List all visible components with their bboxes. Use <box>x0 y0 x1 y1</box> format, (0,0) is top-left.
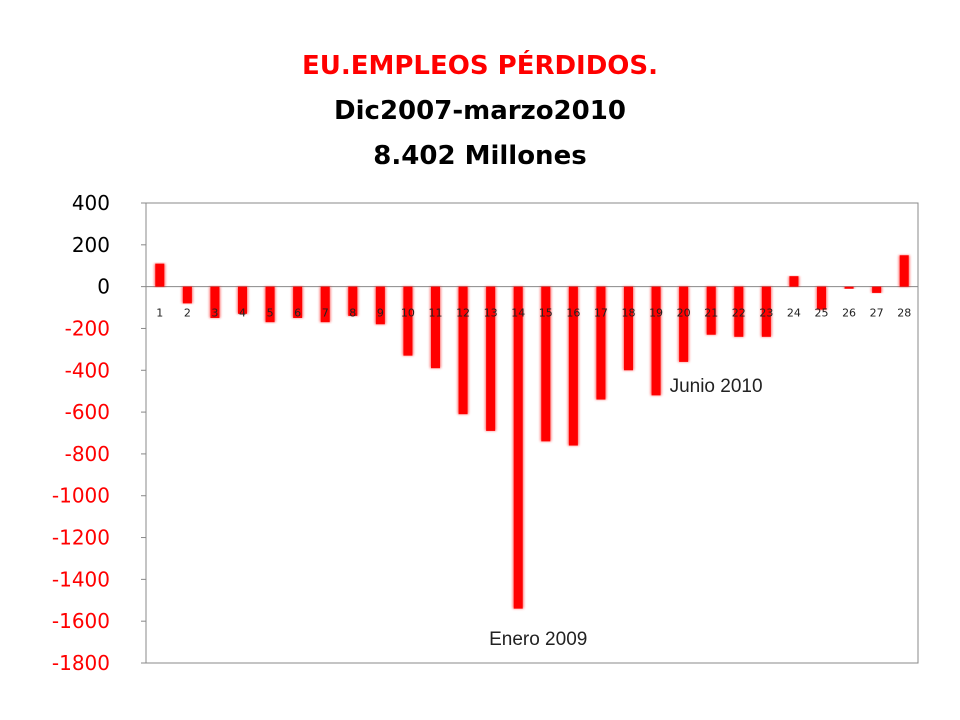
y-tick-label: -1400 <box>52 567 110 591</box>
x-tick-label: 13 <box>484 307 498 320</box>
bar-7 <box>320 286 330 323</box>
chart-subtitle: Dic2007-marzo2010 <box>334 96 626 126</box>
bar-27 <box>872 286 882 293</box>
x-tick-label: 2 <box>184 307 191 320</box>
bar-25 <box>816 286 827 310</box>
x-tick-label: 10 <box>401 307 415 320</box>
bar-24 <box>789 276 799 287</box>
bar-6 <box>293 286 303 318</box>
x-tick-label: 18 <box>622 307 636 320</box>
x-tick-label: 1 <box>156 307 163 320</box>
chart-subtitle-total: 8.402 Millones <box>373 141 587 171</box>
y-tick-label: 0 <box>97 275 110 299</box>
bar-2 <box>182 286 192 304</box>
bar-20 <box>679 286 689 362</box>
plot-area <box>145 202 919 664</box>
y-axis-ticks: 400 200 0 -200 -400 -600 -800 -1000 -1200 -1400 -1… <box>52 191 146 675</box>
chart-title: EU.EMPLEOS PÉRDIDOS. <box>301 51 659 81</box>
bar-3 <box>210 286 220 318</box>
x-tick-label: 11 <box>429 307 443 320</box>
x-tick-label: 28 <box>897 307 911 320</box>
y-tick-label: -1200 <box>52 526 110 550</box>
y-tick-label: -800 <box>65 442 110 466</box>
bar-12 <box>458 286 468 415</box>
bar-series <box>154 255 910 609</box>
bar-28 <box>899 255 909 287</box>
x-tick-label: 25 <box>815 307 829 320</box>
x-tick-label: 7 <box>322 307 329 320</box>
x-tick-label: 8 <box>349 307 356 320</box>
bar-4 <box>237 286 248 314</box>
bar-11 <box>430 286 441 369</box>
x-tick-label: 21 <box>704 307 718 320</box>
x-tick-label: 23 <box>759 307 773 320</box>
y-tick-label: 200 <box>72 233 110 257</box>
x-tick-label: 20 <box>677 307 691 320</box>
y-tick-label: -200 <box>65 316 110 340</box>
y-tick-label: -1000 <box>52 484 110 508</box>
bar-13 <box>486 286 496 431</box>
x-tick-label: 24 <box>787 307 801 320</box>
bar-23 <box>761 286 771 337</box>
y-tick-label: -400 <box>65 358 110 382</box>
x-tick-label: 6 <box>294 307 301 320</box>
x-tick-label: 22 <box>732 307 746 320</box>
chart-title-block: EU.EMPLEOS PÉRDIDOS. Dic2007-marzo2010 8… <box>0 44 960 179</box>
x-tick-label: 14 <box>511 307 525 320</box>
bar-1 <box>155 263 165 287</box>
annotation-label: Junio 2010 <box>670 376 763 397</box>
bar-21 <box>706 286 716 335</box>
x-tick-label: 3 <box>211 307 218 320</box>
bar-17 <box>596 286 606 400</box>
x-tick-label: 27 <box>870 307 884 320</box>
bar-18 <box>623 286 634 371</box>
x-tick-label: 5 <box>267 307 274 320</box>
bar-22 <box>734 286 744 337</box>
bar-8 <box>348 286 358 316</box>
bar-15 <box>541 286 551 442</box>
bar-10 <box>403 286 413 356</box>
x-tick-label: 9 <box>377 307 384 320</box>
bar-26 <box>844 286 854 289</box>
y-tick-label: -1600 <box>52 609 110 633</box>
y-tick-label: -600 <box>65 400 110 424</box>
x-tick-label: 15 <box>539 307 553 320</box>
x-tick-label: 26 <box>842 307 856 320</box>
y-tick-label: 400 <box>72 191 110 215</box>
bar-16 <box>568 286 578 446</box>
bar-19 <box>651 286 661 396</box>
bar-14 <box>513 286 523 609</box>
x-axis-ticks: 1 2 3 4 5 6 7 8 9 10 11 12 13 14 15 16 17 18 19 20 21 22 23 24 2… <box>156 307 911 320</box>
x-tick-label: 4 <box>239 307 246 320</box>
annotation-label: Enero 2009 <box>489 629 587 650</box>
x-tick-label: 16 <box>566 307 580 320</box>
x-tick-label: 17 <box>594 307 608 320</box>
annotations: Enero 2009 Junio 2010 <box>489 376 762 650</box>
x-tick-label: 19 <box>649 307 663 320</box>
x-tick-label: 12 <box>456 307 470 320</box>
bar-9 <box>375 286 385 325</box>
bar-5 <box>265 286 275 323</box>
y-tick-label: -1800 <box>52 651 110 675</box>
